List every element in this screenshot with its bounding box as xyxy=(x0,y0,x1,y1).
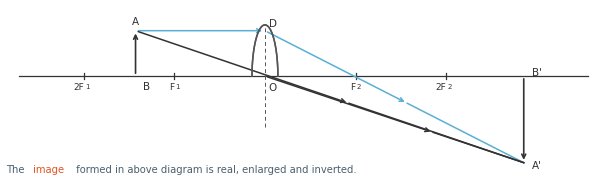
Text: F: F xyxy=(169,83,174,92)
Text: B: B xyxy=(143,82,150,92)
Text: A': A' xyxy=(532,161,542,171)
Text: O: O xyxy=(269,83,277,93)
Text: image: image xyxy=(34,165,64,175)
Text: The: The xyxy=(6,165,28,175)
Text: D: D xyxy=(269,19,277,29)
Text: 2F: 2F xyxy=(73,83,84,92)
Text: 1: 1 xyxy=(85,84,90,90)
Text: F: F xyxy=(351,83,356,92)
Text: 1: 1 xyxy=(176,84,180,90)
Text: formed in above diagram is real, enlarged and inverted.: formed in above diagram is real, enlarge… xyxy=(73,165,357,175)
Text: 2: 2 xyxy=(448,84,452,90)
Text: A: A xyxy=(132,17,139,27)
Text: 2F: 2F xyxy=(435,83,446,92)
Text: B': B' xyxy=(532,68,542,78)
Text: 2: 2 xyxy=(357,84,361,90)
